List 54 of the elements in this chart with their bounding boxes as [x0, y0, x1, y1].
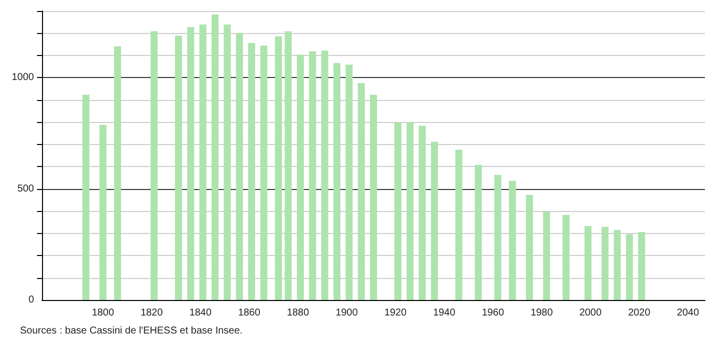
bar: [455, 150, 462, 300]
bar: [526, 194, 533, 300]
bar: [296, 54, 304, 300]
x-tick-label: 2040: [676, 308, 700, 318]
bar: [284, 31, 292, 300]
bar: [370, 94, 377, 300]
bar: [114, 46, 122, 300]
bar: [248, 43, 256, 300]
bar: [418, 126, 426, 300]
bar: [150, 31, 158, 300]
bar: [321, 50, 328, 300]
x-tick-label: 1800: [92, 308, 114, 318]
bar: [614, 230, 621, 300]
bar: [212, 14, 219, 300]
y-tick-label: 0: [28, 294, 34, 306]
y-tick-label: 500: [17, 183, 34, 194]
bar: [199, 24, 206, 300]
x-tick-label: 1820: [140, 308, 164, 318]
bar: [309, 51, 316, 300]
bar: [346, 64, 353, 300]
bar: [82, 94, 90, 300]
y-tick-label: 1000: [12, 72, 34, 84]
x-tick-label: 1940: [433, 308, 456, 318]
bar: [187, 27, 194, 300]
bar: [358, 83, 365, 300]
bar: [638, 232, 646, 300]
bar: [274, 36, 282, 300]
x-tick-label: 1860: [238, 308, 261, 318]
x-tick-label: 1960: [482, 308, 504, 318]
x-tick-label: 1900: [336, 308, 358, 318]
source-note: Sources : base Cassini de l'EHESS et base Insee.: [20, 326, 243, 336]
bar: [394, 122, 402, 300]
bar: [236, 33, 243, 300]
x-tick-label: 2020: [628, 308, 651, 318]
bar: [562, 214, 570, 300]
bar: [224, 24, 231, 300]
bar: [508, 180, 516, 300]
x-tick-label: 1920: [384, 308, 407, 318]
bar: [406, 122, 414, 300]
bar: [543, 212, 550, 300]
bar: [602, 226, 609, 300]
bar: [430, 142, 438, 300]
bar: [474, 164, 482, 300]
bar: [175, 36, 182, 300]
bar: [260, 46, 268, 300]
bar: [494, 174, 502, 300]
x-tick-label: 2000: [579, 308, 602, 318]
bar: [99, 124, 106, 300]
bar: [584, 226, 592, 300]
bar: [333, 63, 340, 300]
bar: [626, 234, 633, 300]
x-tick-label: 1880: [286, 308, 310, 318]
x-tick-label: 1980: [530, 308, 554, 318]
x-tick-label: 1840: [189, 308, 212, 318]
